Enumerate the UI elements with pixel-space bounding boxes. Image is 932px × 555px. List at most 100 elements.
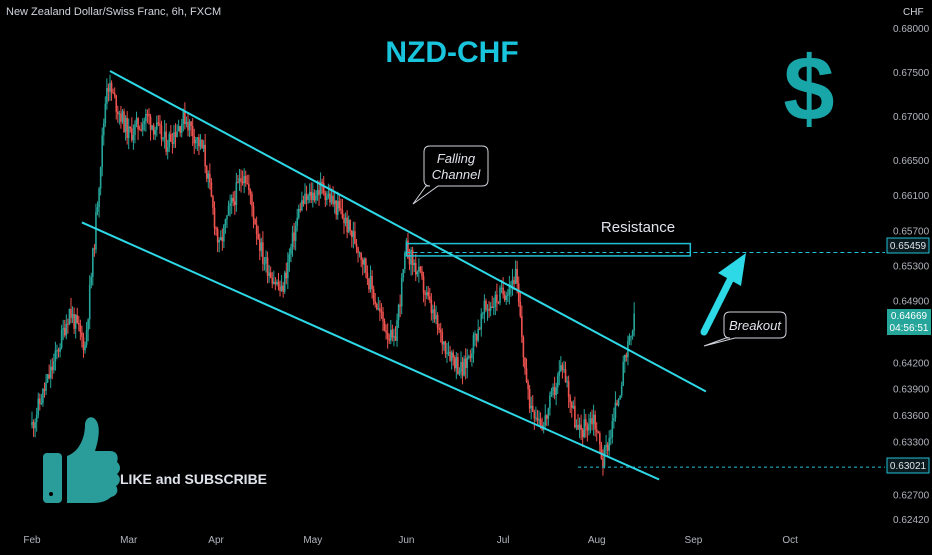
candle — [262, 231, 264, 272]
candle — [441, 328, 444, 355]
candle — [244, 170, 247, 187]
candle — [503, 290, 506, 302]
x-tick-label: Aug — [588, 535, 606, 546]
candle — [358, 251, 361, 258]
candle — [248, 174, 250, 196]
candle — [419, 266, 422, 274]
candle — [525, 358, 528, 383]
candle — [482, 311, 484, 319]
candle — [74, 313, 77, 339]
candle — [229, 194, 231, 217]
candle — [617, 398, 620, 407]
candle — [152, 122, 155, 140]
candle — [475, 333, 478, 348]
candle — [313, 189, 316, 203]
candle — [553, 376, 556, 400]
candle — [273, 270, 275, 285]
candle — [209, 163, 211, 190]
candle — [326, 191, 328, 206]
candle — [591, 409, 593, 431]
candle — [92, 247, 94, 286]
candle — [386, 323, 389, 349]
candle — [588, 413, 590, 436]
candle — [352, 221, 355, 249]
candle — [488, 301, 490, 318]
candle — [631, 329, 634, 340]
candle — [566, 376, 568, 388]
candle — [560, 356, 562, 373]
candle — [96, 201, 99, 216]
candle — [198, 133, 200, 155]
candle — [162, 137, 164, 142]
candle — [594, 410, 596, 437]
candle — [154, 126, 157, 141]
candle — [159, 114, 161, 135]
candle — [78, 315, 80, 332]
candle — [574, 396, 576, 429]
candle — [315, 190, 317, 205]
candle — [379, 300, 381, 321]
candle — [496, 283, 498, 312]
candle — [622, 355, 625, 387]
candle — [505, 291, 508, 305]
candle — [290, 243, 292, 263]
candle — [187, 112, 189, 137]
candle — [466, 348, 469, 379]
falling-channel-label-2: Channel — [432, 167, 482, 182]
candle — [35, 407, 38, 432]
y-tick-label: 0.65300 — [893, 261, 930, 272]
candle — [237, 174, 239, 184]
candle — [305, 185, 308, 211]
candle — [191, 118, 194, 147]
candle — [341, 198, 344, 220]
candle — [202, 140, 205, 153]
resistance-label: Resistance — [601, 219, 675, 236]
candle — [188, 119, 191, 138]
candle — [171, 133, 174, 154]
candle — [332, 186, 334, 207]
x-axis: Feb Mar Apr May Jun Jul Aug Sep Oct — [23, 535, 798, 546]
y-tick-label: 0.65700 — [893, 226, 930, 237]
candle — [246, 174, 249, 185]
y-tick-label: 0.67000 — [893, 112, 930, 123]
candle — [346, 210, 348, 239]
candle — [165, 123, 167, 156]
candle — [166, 139, 169, 160]
candle — [137, 117, 139, 140]
y-tick-label: 0.64900 — [893, 297, 930, 308]
candle — [463, 355, 465, 377]
candle — [507, 289, 509, 303]
candle — [619, 395, 621, 400]
resistance-price-tag: 0.65459 — [886, 237, 930, 254]
candle — [204, 133, 206, 174]
candle — [34, 418, 36, 438]
candle — [393, 328, 395, 347]
candle — [577, 413, 579, 430]
candle — [68, 308, 71, 326]
candle — [530, 396, 532, 420]
candle — [251, 191, 253, 217]
candle — [519, 291, 522, 319]
candle — [360, 252, 362, 268]
candle — [280, 274, 283, 292]
candle — [583, 409, 586, 439]
candle — [265, 250, 267, 273]
candle — [138, 125, 141, 131]
candle — [43, 382, 46, 398]
candle — [630, 335, 632, 346]
candle — [321, 178, 323, 195]
candle — [226, 215, 228, 229]
candle — [528, 384, 531, 414]
candle — [93, 243, 96, 257]
candle — [49, 359, 52, 389]
candle — [556, 372, 559, 395]
candle — [201, 139, 203, 149]
candle — [255, 216, 258, 245]
candle — [522, 335, 525, 367]
candle — [132, 124, 135, 150]
candle — [468, 354, 470, 360]
candle — [60, 324, 63, 350]
candle — [57, 347, 60, 358]
y-tick-label: 0.67500 — [893, 68, 930, 79]
candle — [135, 111, 138, 128]
